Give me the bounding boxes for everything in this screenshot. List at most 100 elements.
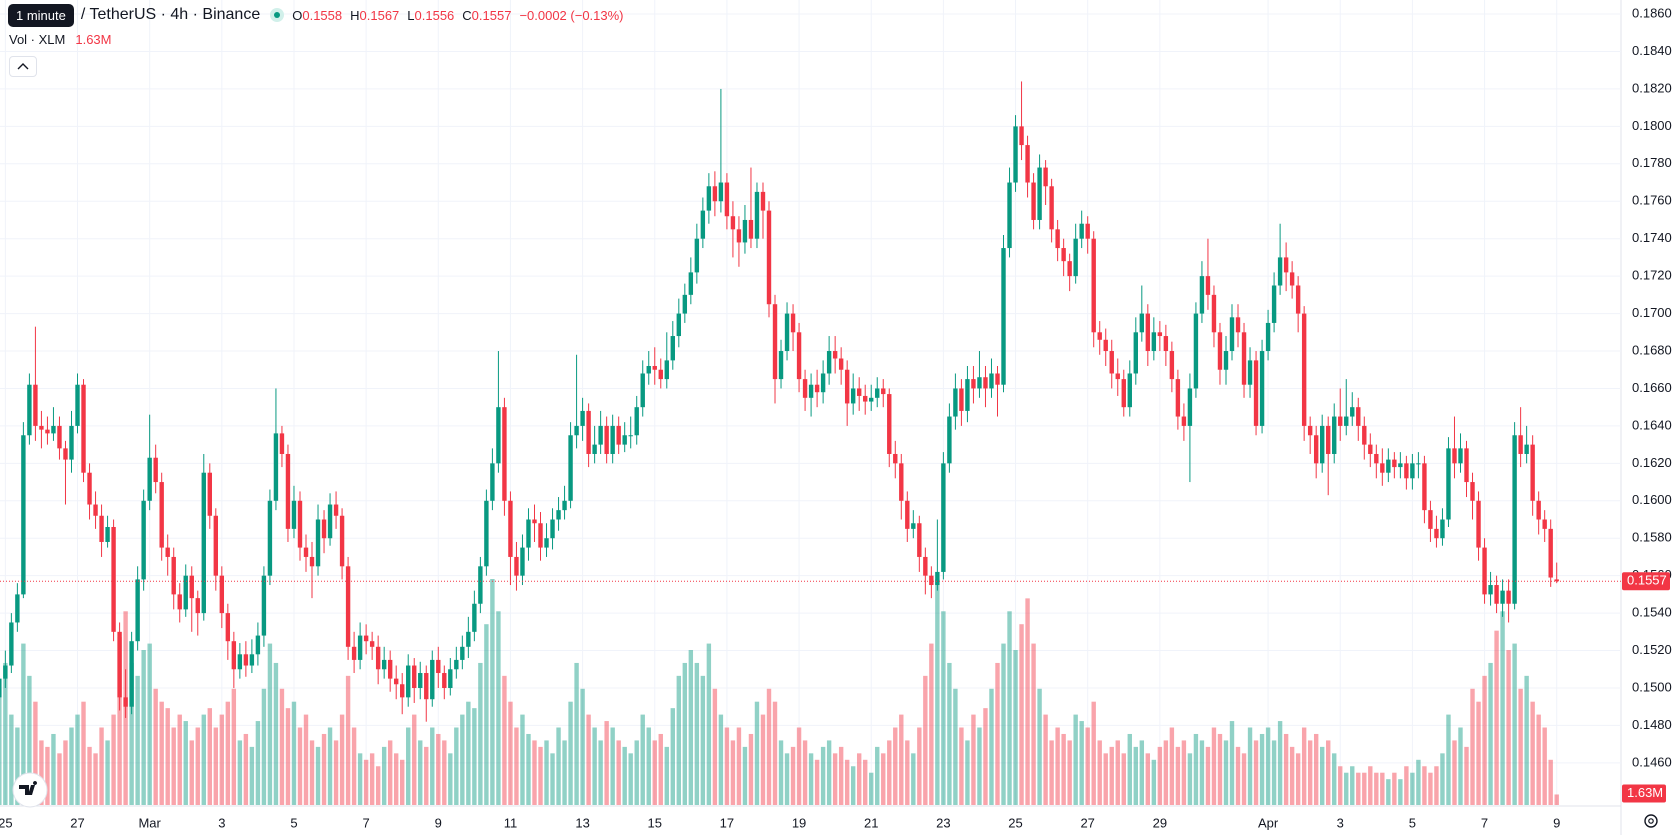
candle-body [520,547,525,576]
volume-bar [381,746,387,805]
candle-body [1253,360,1259,426]
volume-bar [875,746,880,805]
candle-body [899,463,904,501]
candle-body [688,272,694,295]
candle-body [514,556,519,576]
candle-body [369,641,375,647]
volume-bar [995,662,1000,805]
candle-body [941,463,946,572]
volume-bar [1494,630,1499,805]
volume-bar [448,753,453,805]
candle-body [1169,351,1175,380]
volume-bar [971,714,976,805]
volume-bar [430,727,435,805]
volume-bar [135,675,140,805]
volume-bar [1097,740,1102,805]
candle-body [592,444,597,454]
volume-bar [863,759,868,805]
volume-bar [502,675,507,805]
candle-body [153,457,158,483]
tv-logo[interactable] [10,770,50,810]
volume-bar [99,727,104,805]
candle-body [1404,463,1409,479]
candle-body [1259,351,1265,426]
volume-bar [592,727,597,805]
volume-bar [201,714,206,805]
volume-bar [664,746,669,805]
volume-bar [1103,753,1108,805]
volume-bar [1410,772,1415,805]
volume-bar [1326,740,1331,805]
symbol-title[interactable]: / TetherUS · 4h · Binance [80,6,261,23]
volume-bar [796,727,802,805]
x-tick-label: 7 [363,815,370,830]
candle-body [1157,332,1163,337]
volume-bar [1223,740,1229,805]
candle-body [466,631,471,647]
volume-bar [1307,740,1313,805]
volume-bar [279,688,285,805]
candle-body [796,332,802,380]
candle-body [580,410,585,426]
candle-body [496,407,501,464]
candle-body [532,519,537,524]
volume-bar [1247,727,1253,805]
volume-bar [321,733,327,805]
candle-body [1271,285,1277,323]
candle-body [965,379,970,411]
volume-bar [153,688,158,805]
candle-body [297,500,303,548]
candle-body [616,425,621,445]
candle-body [574,425,579,436]
volume-bar [484,624,489,805]
volume-bar [1332,753,1337,805]
volume-bar [9,714,14,805]
candle-body [339,515,345,567]
change-value: −0.0002 (−0.13%) [519,7,624,23]
x-tick-label: 25 [1008,815,1022,830]
x-tick-label: 7 [1481,815,1488,830]
candle-body [1223,351,1229,370]
volume-bar [45,746,50,805]
volume-bar [911,753,916,805]
candle-body [45,429,50,434]
candle-body [983,377,988,389]
volume-bar [1259,733,1265,805]
candle-body [844,369,850,404]
volume-bar [1476,701,1481,805]
volume-bar [682,662,688,805]
volume-bar [1470,688,1475,805]
candle-body [556,510,561,520]
candle-body [1031,182,1036,220]
candle-body [959,388,964,411]
volume-bar [532,740,537,805]
x-tick-label: Mar [138,815,161,830]
candle-body [1428,510,1433,529]
volume-bar [1398,779,1403,805]
candle-body [249,654,255,666]
candle-body [400,684,405,698]
x-tick-label: 13 [575,815,589,830]
market-status[interactable] [270,8,285,22]
candle-body [1458,448,1463,464]
collapse-button[interactable] [9,56,37,77]
candle-body [406,665,411,698]
volume-bar [1133,746,1138,805]
volume-bar [273,662,279,805]
volume-bar [1386,779,1391,805]
volume-bar [111,714,116,805]
volume-bar [610,727,615,805]
settings-icon[interactable] [1640,810,1662,832]
y-tick-label: 0.1640 [1632,417,1672,432]
candle-body [736,229,742,243]
volume-bar [1344,772,1349,805]
volume-bar [1127,733,1132,805]
volume-bar [658,733,663,805]
volume-bar [598,740,603,805]
candle-body [1283,257,1289,273]
candle-body [1103,339,1108,352]
volume-bar [1374,772,1379,805]
volume-bar [333,740,339,805]
volume-bar [1518,688,1523,805]
